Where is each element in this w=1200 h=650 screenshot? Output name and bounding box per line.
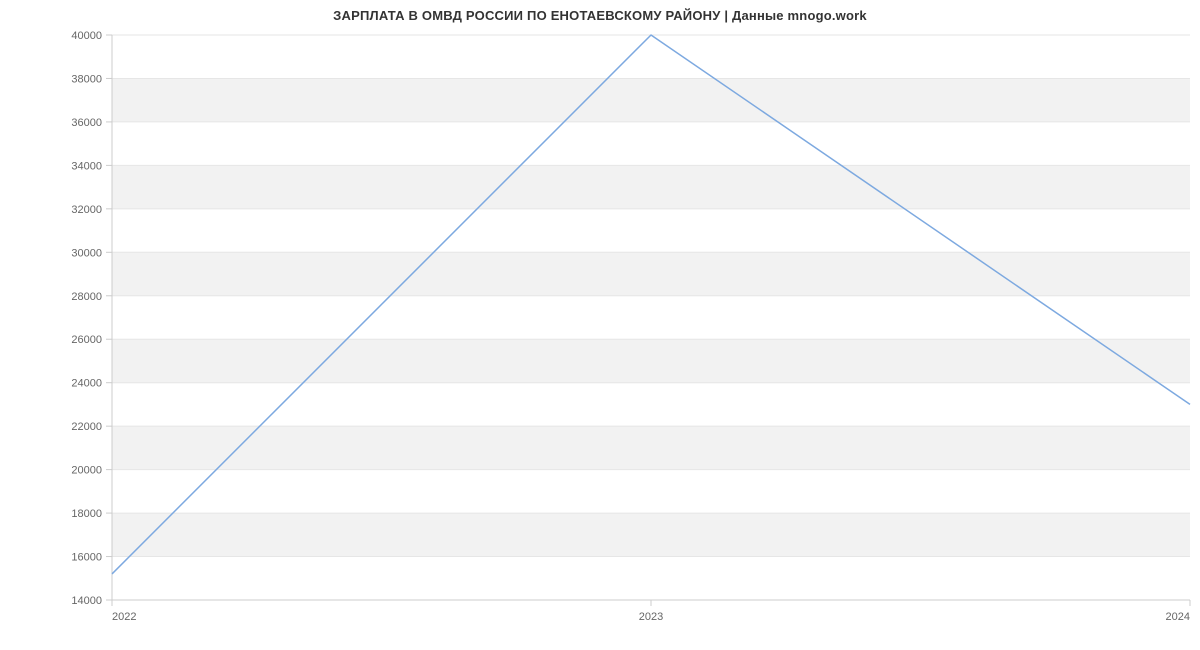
y-tick-label: 16000: [71, 552, 102, 564]
y-tick-label: 18000: [71, 508, 102, 520]
y-tick-label: 36000: [71, 117, 102, 129]
plot-band: [112, 165, 1190, 208]
y-tick-label: 28000: [71, 291, 102, 303]
y-tick-label: 20000: [71, 465, 102, 477]
y-tick-label: 14000: [71, 595, 102, 607]
y-tick-label: 22000: [71, 421, 102, 433]
plot-band: [112, 339, 1190, 382]
y-tick-label: 26000: [71, 334, 102, 346]
plot-band: [112, 426, 1190, 469]
y-tick-label: 34000: [71, 160, 102, 172]
y-tick-label: 38000: [71, 73, 102, 85]
plot-band: [112, 513, 1190, 556]
y-tick-label: 30000: [71, 247, 102, 259]
y-tick-label: 32000: [71, 204, 102, 216]
plot-band: [112, 78, 1190, 121]
x-tick-label: 2024: [1166, 611, 1190, 623]
line-chart: 14000 16000 18000 20000 22000 24000 26000 28000…: [0, 0, 1200, 650]
y-tick-label: 40000: [71, 30, 102, 42]
chart-container: ЗАРПЛАТА В ОМВД РОССИИ ПО ЕНОТАЕВСКОМУ Р…: [0, 0, 1200, 650]
plot-band: [112, 252, 1190, 295]
x-tick-label: 2022: [112, 611, 136, 623]
x-tick-label: 2023: [639, 611, 663, 623]
y-tick-label: 24000: [71, 378, 102, 390]
